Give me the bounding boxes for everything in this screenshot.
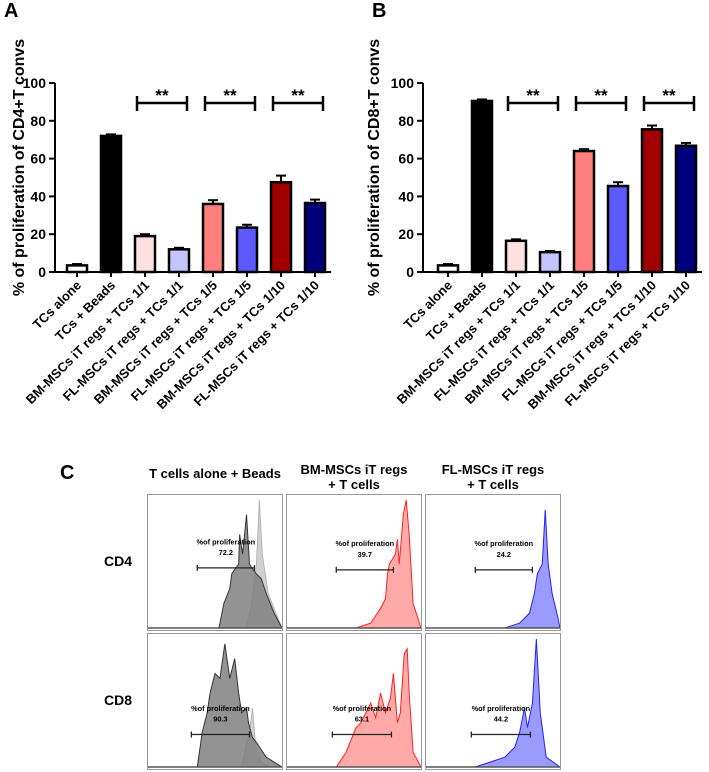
y-tick-label: 80 <box>398 113 414 129</box>
bar-chart-cd8: % of proliferation of CD8+T convs 0 20 40 60… <box>366 39 702 412</box>
bar <box>504 239 528 274</box>
histogram-area <box>475 638 562 768</box>
gate-value: 72.2 <box>219 548 233 557</box>
gate-label: %of proliferation <box>197 537 256 546</box>
y-tick-label: 100 <box>391 75 415 91</box>
flow-header-fl: FL-MSCs iT regs + T cells <box>441 462 545 492</box>
gate-label: %of proliferation <box>333 704 392 713</box>
histogram-cd4-fl-msc: %of proliferation 24.2 <box>425 494 561 631</box>
flow-row-cd4: CD4 <box>104 553 133 569</box>
y-tick-label: 60 <box>30 151 46 167</box>
y-axis-title: % of proliferation of CD8+T convs <box>366 39 383 296</box>
bar <box>269 180 293 274</box>
bar <box>201 202 225 274</box>
gate-value: 63.1 <box>355 715 369 724</box>
histogram-area <box>355 499 422 629</box>
bar <box>436 264 460 274</box>
bar <box>470 99 494 274</box>
y-tick-label: 40 <box>398 188 414 204</box>
histogram-area <box>335 647 422 768</box>
y-tick-label: 20 <box>30 226 46 242</box>
significance-label: ** <box>662 86 676 105</box>
histogram-plot: %of proliferation 90.3 <box>148 643 284 768</box>
significance-label: ** <box>526 86 540 105</box>
histogram-cd4-bm-msc: %of proliferation 39.7 <box>286 494 422 631</box>
significance-label: ** <box>291 86 305 105</box>
histogram-cd8-bm-msc: %of proliferation 63.1 <box>286 633 422 770</box>
bar <box>674 144 698 274</box>
y-axis-title: % of proliferation of CD4+T convs <box>11 39 28 296</box>
panel-label-b: B <box>372 0 387 22</box>
bar <box>572 149 596 274</box>
gate-label: %of proliferation <box>475 539 534 548</box>
gate-label: %of proliferation <box>472 704 531 713</box>
histogram-cd8-beads: %of proliferation 90.3 <box>147 633 284 770</box>
significance-label: ** <box>223 86 237 105</box>
bar <box>235 226 259 274</box>
panel-label-c: C <box>60 462 75 484</box>
gate-value: 90.3 <box>213 715 227 724</box>
histogram-area <box>218 514 283 629</box>
significance-label: ** <box>155 86 169 105</box>
histogram-plot: %of proliferation 63.1 <box>287 647 422 768</box>
gate-label: %of proliferation <box>191 704 250 713</box>
panel-label-a: A <box>4 0 19 22</box>
histogram-plot: %of proliferation 24.2 <box>426 509 561 629</box>
bar <box>538 250 562 274</box>
y-tick-label: 60 <box>398 151 414 167</box>
bar <box>606 184 630 274</box>
histogram-area <box>196 643 284 768</box>
y-tick-label: 80 <box>30 113 46 129</box>
bar-chart-cd4: % of proliferation of CD4+T convs 0 20 40 60… <box>11 39 331 412</box>
y-tick-label: 40 <box>30 188 46 204</box>
y-tick-label: 20 <box>398 226 414 242</box>
bar <box>99 134 123 274</box>
significance-label: ** <box>594 86 608 105</box>
flow-header-beads: T cells alone + Beads <box>149 466 281 481</box>
y-tick-label: 100 <box>23 75 47 91</box>
histogram-plot: %of proliferation 39.7 <box>287 499 422 629</box>
bar <box>167 248 191 274</box>
histogram-cd4-beads: %of proliferation 72.2 <box>147 494 283 631</box>
gate-label: %of proliferation <box>336 539 395 548</box>
y-tick-label: 0 <box>38 264 46 280</box>
histogram-area <box>504 509 561 629</box>
flow-header-bm: BM-MSCs iT regs + T cells <box>300 462 408 492</box>
histogram-plot: %of proliferation 44.2 <box>426 638 562 768</box>
bar <box>65 264 89 274</box>
gate-value: 44.2 <box>494 715 508 724</box>
y-tick-label: 0 <box>406 264 414 280</box>
gate-value: 24.2 <box>497 550 511 559</box>
histogram-cd8-fl-msc: %of proliferation 44.2 <box>425 633 562 770</box>
bar <box>640 128 664 274</box>
flow-row-cd8: CD8 <box>104 692 133 708</box>
bar <box>133 234 157 274</box>
histogram-plot: %of proliferation 72.2 <box>148 499 283 629</box>
bar <box>303 201 327 274</box>
gate-value: 39.7 <box>358 550 372 559</box>
